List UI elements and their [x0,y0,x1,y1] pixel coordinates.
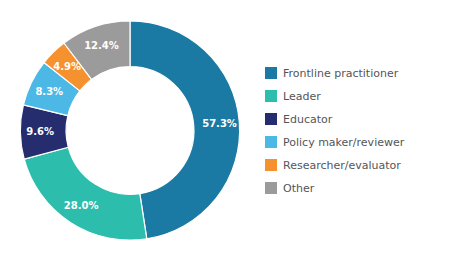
svg-text:4.9%: 4.9% [53,61,81,72]
svg-text:Frontline practitioner: Frontline practitioner [283,67,399,80]
svg-text:12.4%: 12.4% [84,40,119,51]
svg-text:57.3%: 57.3% [202,118,237,129]
svg-text:Other: Other [283,182,315,195]
svg-text:Leader: Leader [283,90,321,103]
svg-text:Policy maker/reviewer: Policy maker/reviewer [283,136,405,149]
svg-text:28.0%: 28.0% [64,200,99,211]
svg-text:8.3%: 8.3% [35,86,63,97]
svg-text:9.6%: 9.6% [26,126,54,137]
svg-text:Educator: Educator [283,113,333,126]
svg-text:Researcher/evaluator: Researcher/evaluator [283,159,401,172]
